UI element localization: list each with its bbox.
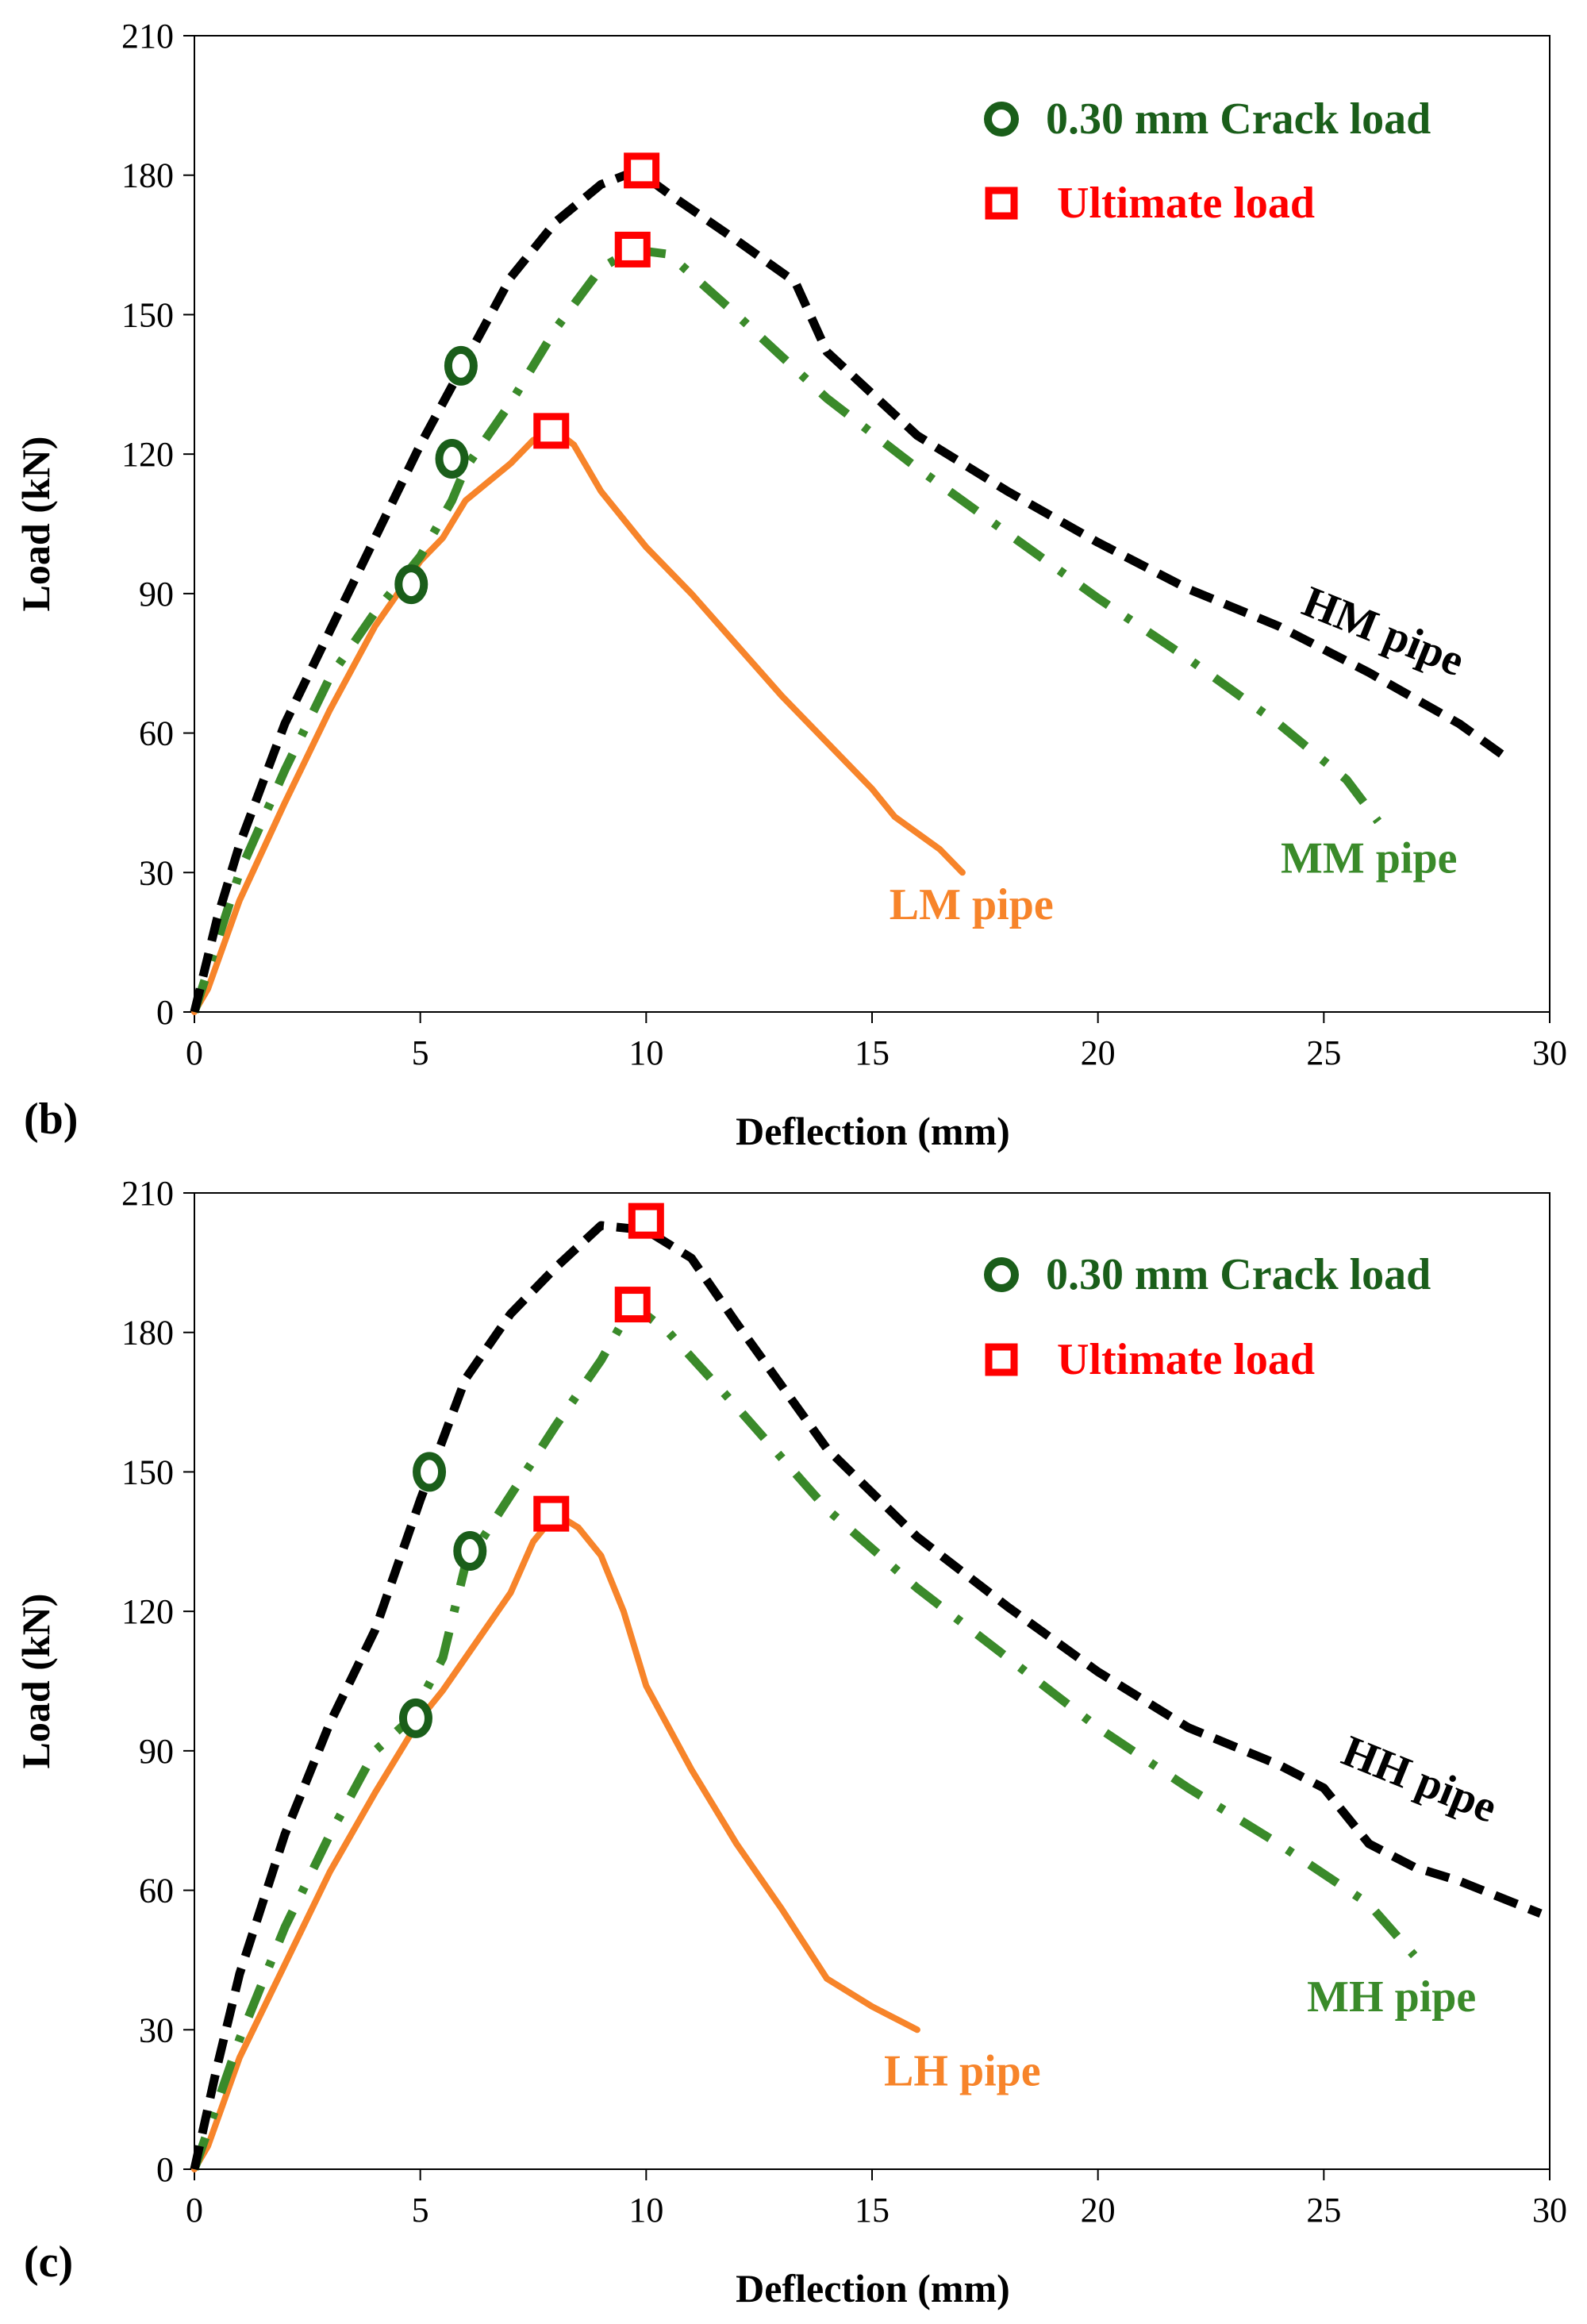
ultimate-load-marker xyxy=(614,1287,651,1323)
panel-label: (c) xyxy=(24,2237,73,2287)
ultimate-load-marker xyxy=(628,1202,664,1239)
y-tick-label: 120 xyxy=(121,1592,174,1631)
x-tick-label: 10 xyxy=(628,1033,663,1072)
legend-crack-marker xyxy=(984,1257,1019,1292)
x-tick-label: 20 xyxy=(1081,2191,1116,2230)
y-tick-label: 210 xyxy=(121,1174,174,1213)
series-line-hh-pipe xyxy=(190,1221,1543,2171)
series-line-mh-pipe xyxy=(190,1300,1418,2171)
crack-load-marker xyxy=(398,1698,432,1738)
series-label-lh-pipe: LH pipe xyxy=(884,2047,1041,2096)
x-tick-label: 30 xyxy=(1532,2191,1567,2230)
series-label-lm-pipe: LM pipe xyxy=(890,880,1054,929)
x-axis-title: Deflection (mm) xyxy=(736,1109,1010,1153)
x-tick-label: 25 xyxy=(1306,1033,1341,1072)
ultimate-load-marker xyxy=(624,152,660,189)
y-tick-label: 210 xyxy=(121,17,174,56)
series-label-mh-pipe: MH pipe xyxy=(1307,1972,1476,2022)
x-tick-label: 0 xyxy=(186,1033,203,1072)
series-line-hm-pipe xyxy=(190,166,1508,1014)
panel-label: (b) xyxy=(24,1095,78,1144)
x-tick-label: 15 xyxy=(855,1033,890,1072)
x-tick-label: 0 xyxy=(186,2191,203,2230)
legend-ultimate-marker xyxy=(985,187,1018,220)
chart-panel-c: 0 30 60 90 120 150 180 210 0 5 10 15 20 25 30 Load (k… xyxy=(13,1174,1567,2311)
legend-crack-marker xyxy=(984,102,1019,137)
x-tick-label: 10 xyxy=(628,2191,663,2230)
x-axis-ticks: 0 5 10 15 20 25 30 xyxy=(186,1012,1567,1072)
y-tick-label: 150 xyxy=(121,295,174,334)
y-tick-label: 120 xyxy=(121,435,174,474)
y-axis-ticks: 0 30 60 90 120 150 180 210 xyxy=(121,1174,194,2189)
y-tick-label: 60 xyxy=(139,1872,174,1910)
y-tick-label: 180 xyxy=(121,156,174,195)
crack-load-marker xyxy=(435,439,469,479)
ultimate-load-marker xyxy=(533,1495,570,1532)
crack-load-marker xyxy=(453,1531,487,1571)
y-tick-label: 30 xyxy=(139,2010,174,2049)
y-tick-label: 150 xyxy=(121,1452,174,1491)
x-tick-label: 5 xyxy=(412,1033,429,1072)
crack-load-marker xyxy=(394,564,428,605)
y-axis-ticks: 0 30 60 90 120 150 180 210 xyxy=(121,17,194,1032)
point-markers xyxy=(394,152,660,605)
y-axis-title: Load (kN) xyxy=(13,1594,58,1769)
legend: 0.30 mm Crack load Ultimate load xyxy=(984,94,1431,228)
legend-crack-label: 0.30 mm Crack load xyxy=(1046,1250,1431,1299)
crack-load-marker xyxy=(413,1452,447,1492)
y-tick-label: 60 xyxy=(139,714,174,753)
series-line-mm-pipe xyxy=(190,244,1382,1014)
y-axis-title: Load (kN) xyxy=(13,437,58,612)
series-label-mm-pipe: MM pipe xyxy=(1281,833,1457,883)
x-axis-title: Deflection (mm) xyxy=(736,2266,1010,2311)
y-tick-label: 0 xyxy=(156,2150,174,2189)
x-tick-label: 20 xyxy=(1081,1033,1116,1072)
y-tick-label: 90 xyxy=(139,1732,174,1771)
point-markers xyxy=(398,1202,664,1738)
y-tick-label: 180 xyxy=(121,1314,174,1352)
x-tick-label: 30 xyxy=(1532,1033,1567,1072)
x-tick-label: 5 xyxy=(412,2191,429,2230)
legend-crack-label: 0.30 mm Crack load xyxy=(1046,94,1431,144)
y-tick-label: 30 xyxy=(139,853,174,892)
y-tick-label: 0 xyxy=(156,993,174,1032)
crack-load-marker xyxy=(444,345,478,386)
x-tick-label: 25 xyxy=(1306,2191,1341,2230)
legend-ultimate-label: Ultimate load xyxy=(1057,179,1315,228)
legend: 0.30 mm Crack load Ultimate load xyxy=(984,1250,1431,1384)
legend-ultimate-marker xyxy=(985,1343,1018,1376)
x-tick-label: 15 xyxy=(855,2191,890,2230)
ultimate-load-marker xyxy=(533,413,570,449)
y-tick-label: 90 xyxy=(139,575,174,614)
x-axis-ticks: 0 5 10 15 20 25 30 xyxy=(186,2169,1567,2230)
legend-ultimate-label: Ultimate load xyxy=(1057,1335,1315,1384)
ultimate-load-marker xyxy=(614,231,651,267)
chart-panel-b: 0 30 60 90 120 150 180 210 0 5 10 15 20 25 30 Load (k… xyxy=(13,17,1567,1153)
